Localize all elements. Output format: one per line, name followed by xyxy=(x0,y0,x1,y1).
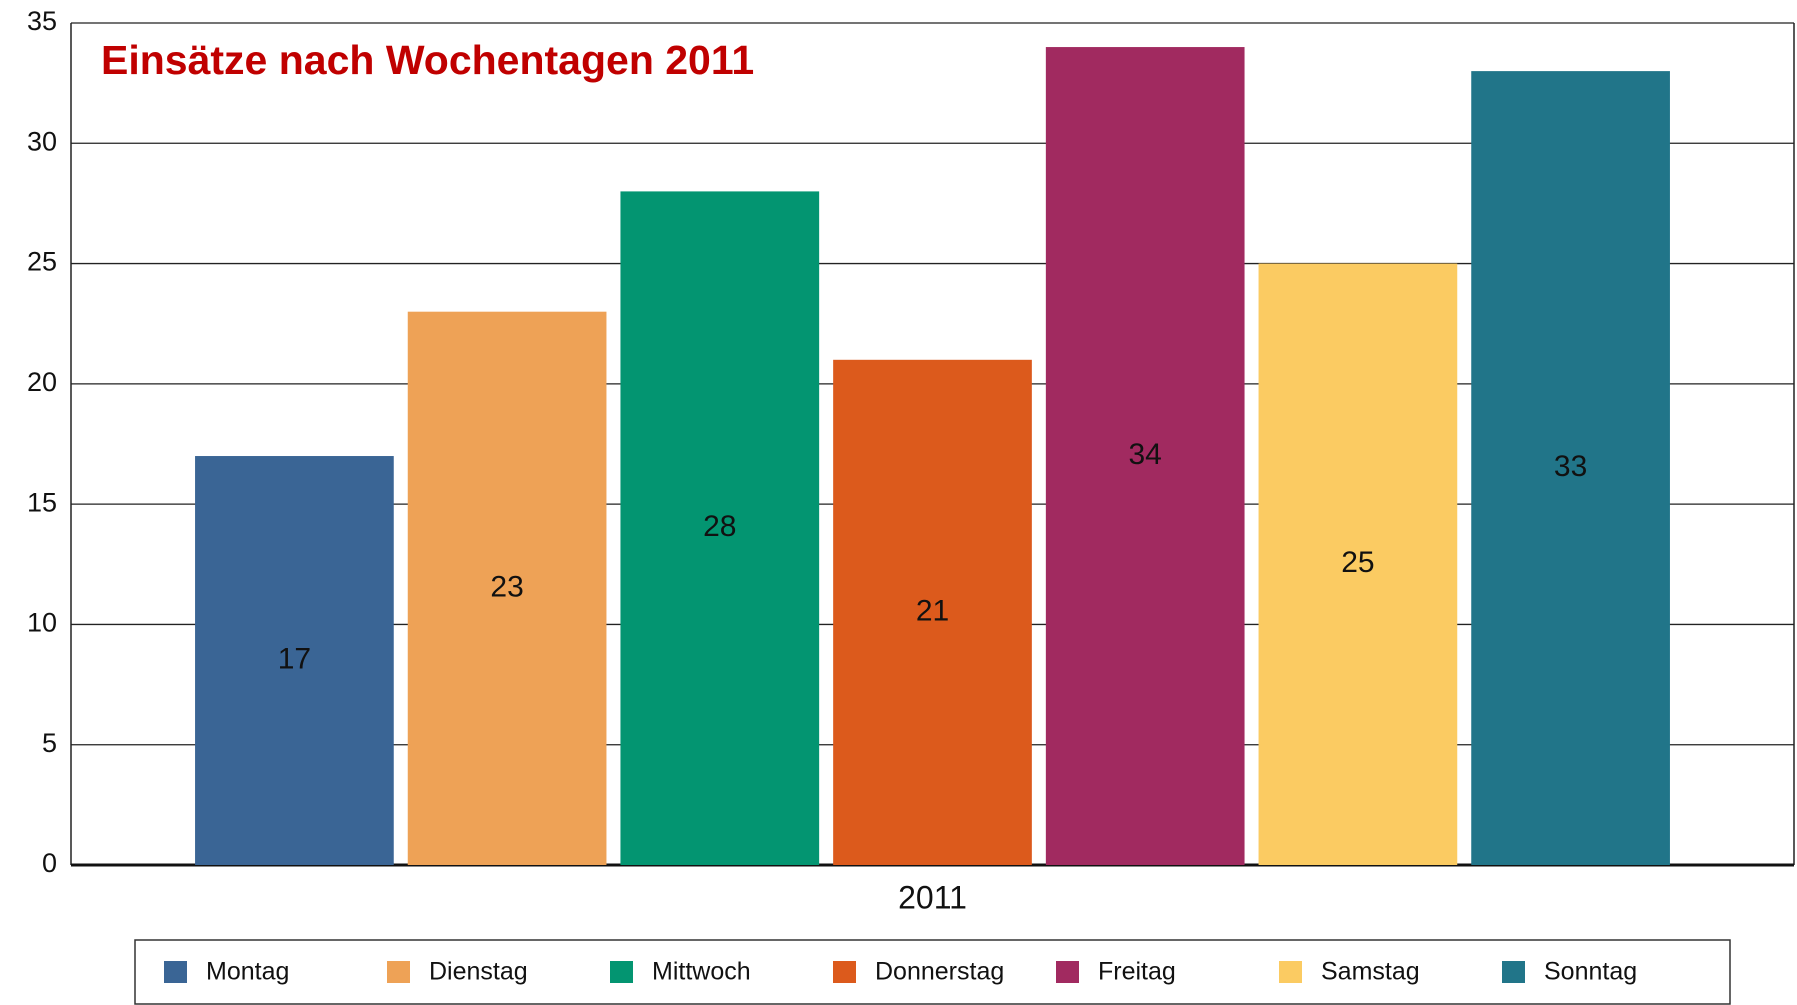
data-label: 17 xyxy=(278,642,311,675)
legend-swatch xyxy=(610,961,633,983)
legend-label: Montag xyxy=(206,958,289,986)
y-tick-label: 5 xyxy=(42,728,57,758)
legend-label: Mittwoch xyxy=(652,958,751,986)
y-tick-label: 10 xyxy=(27,608,57,638)
legend-swatch xyxy=(1056,961,1079,983)
legend-label: Dienstag xyxy=(429,958,528,986)
data-label: 23 xyxy=(490,570,523,603)
y-tick-label: 0 xyxy=(42,848,57,878)
y-tick-label: 20 xyxy=(27,367,57,397)
data-label: 21 xyxy=(916,594,949,627)
y-tick-label: 30 xyxy=(27,126,57,156)
y-tick-label: 25 xyxy=(27,247,57,277)
chart-title: Einsätze nach Wochentagen 2011 xyxy=(101,37,754,83)
bar xyxy=(407,311,607,866)
bar xyxy=(1258,263,1458,866)
legend-label: Freitag xyxy=(1098,958,1176,986)
y-tick-label: 35 xyxy=(27,6,57,36)
bar xyxy=(1045,47,1245,866)
data-label: 33 xyxy=(1554,450,1587,483)
legend-label: Donnerstag xyxy=(875,958,1004,986)
y-tick-label: 15 xyxy=(27,487,57,517)
legend-swatch xyxy=(1502,961,1525,983)
legend-swatch xyxy=(833,961,856,983)
data-label: 34 xyxy=(1129,438,1162,471)
legend-label: Samstag xyxy=(1321,958,1420,986)
data-label: 28 xyxy=(703,510,736,543)
bar xyxy=(195,456,394,865)
x-tick-label: 2011 xyxy=(898,879,967,915)
bar xyxy=(620,191,820,865)
legend-swatch xyxy=(387,961,410,983)
bar xyxy=(1471,71,1670,866)
legend-swatch xyxy=(1279,961,1302,983)
legend-label: Sonntag xyxy=(1544,958,1637,986)
data-label: 25 xyxy=(1341,546,1374,579)
bar xyxy=(833,359,1032,865)
legend-swatch xyxy=(164,961,187,983)
